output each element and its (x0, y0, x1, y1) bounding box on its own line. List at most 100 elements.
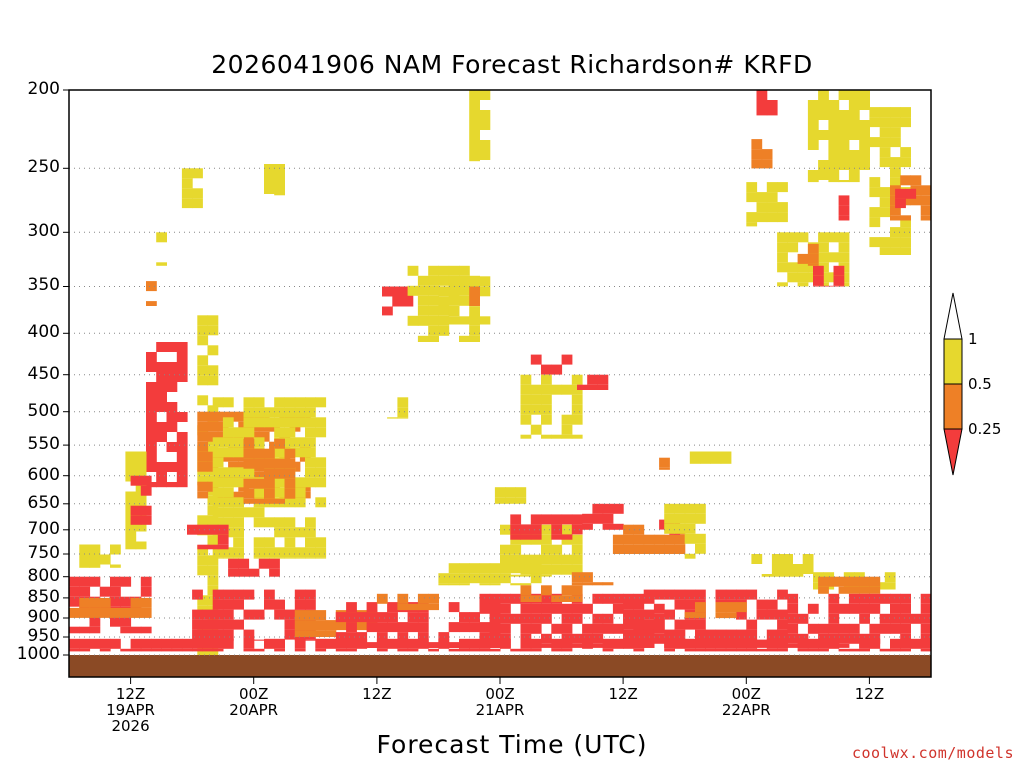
heatmap-cell (571, 554, 583, 565)
heatmap-cell (879, 157, 891, 168)
heatmap-cell (130, 648, 142, 652)
legend (943, 292, 963, 476)
heatmap-cell (448, 563, 460, 574)
heatmap-cell (612, 603, 624, 614)
heatmap-cell (140, 576, 152, 587)
heatmap-cell (479, 583, 491, 586)
heatmap-cell (146, 422, 157, 432)
heatmap-cell (541, 364, 552, 375)
heatmap-cell (99, 648, 111, 652)
heatmap-cell (900, 227, 911, 238)
heatmap-cell (146, 382, 157, 392)
heatmap-cell (612, 544, 624, 554)
heatmap-cell (397, 417, 409, 419)
heatmap-cell (592, 503, 604, 514)
heatmap-cell (756, 639, 768, 648)
heatmap-cell (541, 574, 552, 577)
heatmap-cell (140, 515, 152, 525)
heatmap-cell (838, 90, 850, 100)
heatmap-cell (833, 265, 845, 276)
heatmap-cell (233, 447, 244, 458)
heatmap-cell (315, 638, 327, 649)
heatmap-cell (243, 629, 255, 640)
heatmap-cell (756, 212, 768, 223)
heatmap-cell (659, 467, 670, 470)
heatmap-cell (848, 110, 860, 120)
heatmap-cell (233, 477, 244, 488)
heatmap-cell (879, 623, 891, 634)
heatmap-cell (207, 544, 219, 550)
heatmap-cell (197, 395, 209, 406)
heatmap-cell (79, 564, 91, 568)
heatmap-cell (269, 568, 280, 577)
heatmap-cell (643, 639, 655, 648)
heatmap-cell (746, 212, 758, 223)
heatmap-cell (294, 487, 306, 498)
heatmap-cell (684, 523, 696, 534)
credit-text: coolwx.com/models (851, 744, 1014, 762)
heatmap-cell (561, 524, 573, 535)
heatmap-cell (156, 342, 167, 352)
heatmap-cell (243, 498, 255, 504)
heatmap-cell (397, 638, 409, 649)
heatmap-cell (253, 537, 265, 548)
heatmap-cell (520, 374, 532, 385)
heatmap-cell (222, 397, 234, 408)
heatmap-cell (746, 182, 758, 193)
heatmap-cell (253, 547, 265, 558)
heatmap-cell (197, 411, 209, 422)
heatmap-cell (233, 437, 244, 448)
heatmap-cell (530, 514, 542, 525)
heatmap-cell (202, 619, 214, 630)
heatmap-cell (787, 242, 799, 253)
heatmap-cell (402, 296, 414, 307)
heatmap-cell (807, 638, 819, 649)
heatmap-cell (541, 534, 552, 545)
heatmap-cell (79, 597, 91, 608)
heatmap-cell (664, 629, 675, 640)
heatmap-cell (335, 638, 347, 649)
heatmap-cell (284, 629, 296, 640)
heatmap-cell (838, 603, 850, 614)
heatmap-cell (859, 593, 870, 604)
heatmap-cell (828, 613, 840, 624)
heatmap-cell (176, 482, 188, 488)
heatmap-cell (602, 513, 614, 524)
heatmap-cell (561, 603, 573, 614)
heatmap-cell (695, 638, 706, 649)
heatmap-cell (890, 603, 901, 614)
heatmap-cell (166, 422, 178, 432)
heatmap-cell (900, 107, 911, 118)
heatmap-cell (890, 107, 901, 118)
heatmap-cell (233, 557, 244, 559)
heatmap-cell (756, 648, 768, 652)
heatmap-cell (838, 120, 850, 130)
heatmap-cell (561, 595, 573, 602)
heatmap-cell (253, 648, 265, 652)
heatmap-cell (469, 335, 480, 342)
heatmap-cell (520, 563, 532, 574)
heatmap-cell (305, 447, 316, 458)
heatmap-cell (315, 557, 327, 559)
heatmap-cell (181, 188, 193, 199)
heatmap-cell (197, 481, 209, 492)
heatmap-cell (274, 184, 285, 194)
heatmap-cell (664, 638, 675, 649)
heatmap-cell (428, 642, 439, 648)
heatmap-cell (633, 629, 645, 640)
heatmap-cell (264, 407, 275, 418)
heatmap-cell (766, 599, 778, 610)
heatmap-cell (510, 563, 522, 574)
heatmap-cell (689, 461, 701, 464)
heatmap-cell (305, 437, 316, 448)
heatmap-cell (900, 157, 911, 168)
heatmap-cell (920, 195, 932, 206)
heatmap-cell (392, 296, 404, 307)
heatmap-cell (520, 603, 532, 614)
heatmap-cell (695, 513, 706, 524)
heatmap-cell (376, 632, 388, 643)
heatmap-cell (684, 589, 696, 600)
heatmap-cell (869, 187, 881, 198)
heatmap-cell (207, 375, 219, 386)
heatmap-cell (166, 462, 178, 472)
